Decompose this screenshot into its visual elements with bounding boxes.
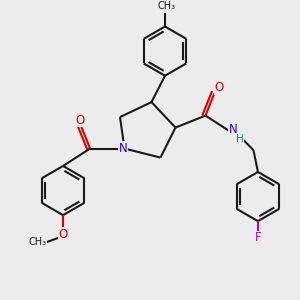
Text: H: H (236, 134, 244, 144)
Text: CH₃: CH₃ (28, 237, 46, 247)
Text: O: O (58, 227, 68, 241)
Text: N: N (229, 123, 238, 136)
Text: O: O (214, 81, 224, 94)
Text: N: N (118, 142, 127, 155)
Text: O: O (75, 114, 84, 127)
Text: F: F (255, 231, 261, 244)
Text: CH₃: CH₃ (158, 2, 175, 11)
